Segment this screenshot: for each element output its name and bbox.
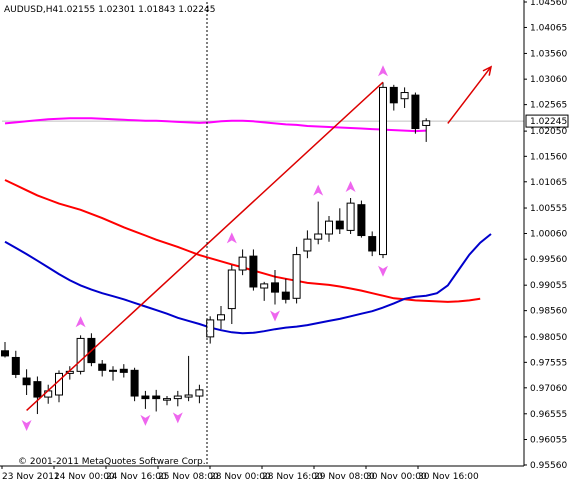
price-tick-label: 0.96555 bbox=[530, 410, 567, 420]
time-tick-label: 24 Nov 16:00 bbox=[106, 472, 167, 482]
time-tick-label: 30 Nov 16:00 bbox=[418, 472, 479, 482]
bull-candle bbox=[325, 220, 333, 235]
price-tick-label: 0.99055 bbox=[530, 281, 567, 291]
axes: 1.04560 1.04065 1.03560 1.03060 1.02565 1.020… bbox=[0, 0, 569, 482]
price-tick-label: 0.95560 bbox=[530, 461, 567, 471]
bear-candle bbox=[152, 395, 161, 400]
fractal-down-marker bbox=[172, 412, 183, 424]
price-tick-label: 0.96055 bbox=[530, 436, 567, 446]
bull-candle bbox=[400, 92, 409, 100]
fractal-up-marker bbox=[313, 184, 324, 196]
bear-candle bbox=[22, 377, 31, 386]
fractal-up-marker bbox=[226, 232, 237, 244]
fractal-up-marker bbox=[345, 180, 356, 192]
fractal-up-marker bbox=[75, 316, 86, 328]
bull-candle bbox=[195, 389, 204, 397]
bull-candle bbox=[55, 372, 63, 396]
copyright-text: © 2001-2011 MetaQuotes Software Corp. bbox=[18, 457, 206, 467]
price-tick-label: 1.02565 bbox=[530, 101, 567, 111]
price-tick-label: 1.01560 bbox=[530, 152, 567, 162]
time-tick-label: 25 Nov 08:00 bbox=[158, 472, 219, 482]
candles bbox=[1, 82, 431, 415]
forecast-arrow-line bbox=[447, 66, 492, 124]
bear-candle bbox=[11, 356, 20, 375]
fractal-up-marker bbox=[378, 65, 388, 77]
bear-candle bbox=[281, 291, 290, 300]
bear-candle bbox=[389, 86, 398, 104]
zigzag-line bbox=[26, 81, 384, 411]
bull-candle bbox=[292, 254, 301, 299]
bull-candle bbox=[184, 394, 193, 398]
price-tick-label: 1.03560 bbox=[530, 49, 567, 59]
time-tick-label: 28 Nov 00:00 bbox=[210, 472, 271, 482]
fractal-down-marker bbox=[378, 265, 388, 277]
bull-candle bbox=[260, 283, 269, 289]
bull-candle bbox=[217, 314, 225, 321]
symbol-timeframe: AUDUSD,H4 bbox=[4, 5, 59, 15]
price-tick-label: 0.98560 bbox=[530, 307, 567, 317]
price-tick-label: 0.99560 bbox=[530, 255, 567, 265]
price-tick-label: 1.00060 bbox=[530, 229, 567, 239]
price-tick-label: 1.01065 bbox=[530, 178, 567, 188]
bear-candle bbox=[335, 220, 344, 230]
bull-candle bbox=[422, 120, 431, 126]
bear-candle bbox=[98, 363, 107, 371]
price-tick-label: 1.00555 bbox=[530, 204, 567, 214]
bull-candle bbox=[227, 269, 236, 310]
price-tick-label: 0.97060 bbox=[530, 384, 567, 394]
price-tick-label: 1.02050 bbox=[530, 127, 567, 137]
forecast-arrow-head bbox=[482, 65, 493, 76]
bull-candle bbox=[109, 369, 117, 372]
bull-candle bbox=[238, 256, 247, 271]
price-tick-label: 0.98050 bbox=[530, 333, 567, 343]
bull-candle bbox=[379, 86, 387, 256]
overlays bbox=[21, 65, 493, 432]
fractal-down-marker bbox=[270, 310, 280, 322]
time-tick-label: 30 Nov 00:00 bbox=[366, 472, 427, 482]
fractal-down-marker bbox=[21, 420, 32, 432]
bull-candle bbox=[346, 202, 355, 231]
ohlc-readout: 1.02155 1.02301 1.01843 1.02245 bbox=[58, 5, 215, 15]
bear-candle bbox=[141, 395, 150, 400]
bull-candle bbox=[314, 233, 323, 240]
current-price-box bbox=[525, 114, 569, 128]
price-tick-label: 1.04560 bbox=[530, 0, 567, 8]
indicator-line-3 bbox=[4, 233, 492, 335]
bull-candle bbox=[163, 398, 171, 401]
bear-candle bbox=[249, 255, 258, 288]
bull-candle bbox=[206, 319, 215, 338]
bear-candle bbox=[1, 350, 9, 357]
price-tick-label: 1.04065 bbox=[530, 23, 567, 33]
bull-candle bbox=[76, 337, 85, 372]
time-tick-label: 29 Nov 08:00 bbox=[314, 472, 375, 482]
bear-candle bbox=[130, 369, 139, 397]
bear-candle bbox=[271, 282, 279, 293]
price-tick-label: 1.03060 bbox=[530, 75, 567, 85]
bear-candle bbox=[119, 368, 128, 373]
time-tick-label: 23 Nov 2011 bbox=[2, 472, 60, 482]
price-tick-label: 0.97555 bbox=[530, 358, 567, 368]
indicator-line-1 bbox=[4, 117, 427, 133]
bear-candle bbox=[357, 204, 366, 237]
bear-candle bbox=[368, 236, 377, 252]
bull-candle bbox=[173, 395, 182, 400]
bull-candle bbox=[303, 238, 312, 252]
fractal-down-marker bbox=[140, 414, 151, 426]
time-tick-label: 28 Nov 16:00 bbox=[262, 472, 323, 482]
bear-candle bbox=[411, 94, 420, 130]
time-tick-label: 24 Nov 00:00 bbox=[54, 472, 115, 482]
bear-candle bbox=[33, 381, 42, 398]
current-price-label: 1.02245 bbox=[530, 117, 567, 127]
